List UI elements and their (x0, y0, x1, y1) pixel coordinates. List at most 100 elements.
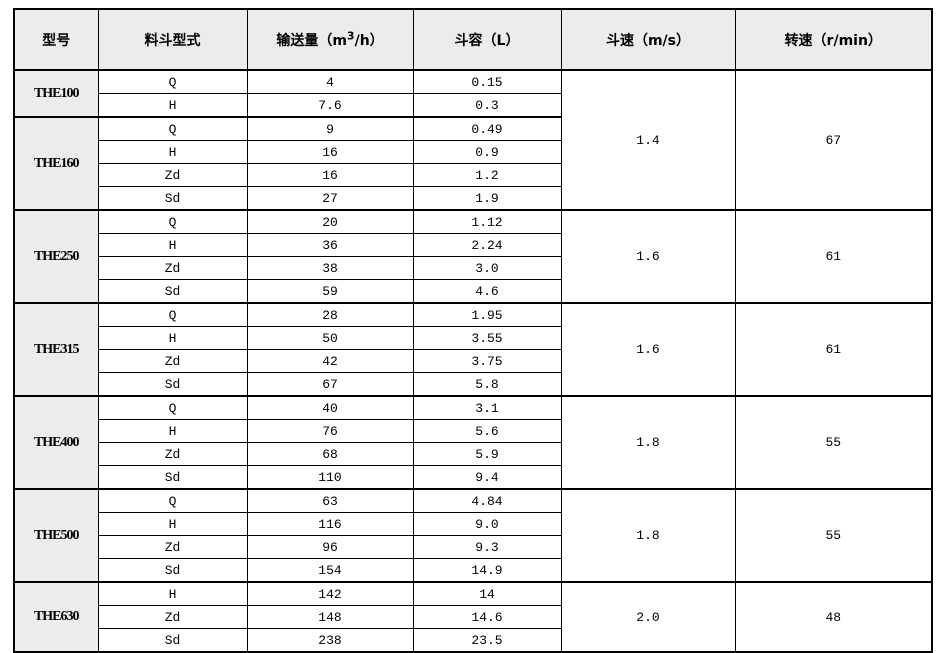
bucket-volume-cell: 4.6 (412, 279, 562, 304)
bucket-volume-cell: 0.9 (412, 140, 562, 164)
bucket-volume-cell: 1.12 (412, 209, 562, 234)
rotation-speed-cell: 61 (734, 209, 933, 304)
header-row: 型号 料斗型式 输送量（m3/h） 斗容（L） 斗速（m/s） 转速（r/min… (13, 8, 933, 71)
model-cell: THE400 (13, 395, 99, 490)
bucket-type-cell: Zd (97, 163, 248, 187)
bucket-type-cell: Q (97, 116, 248, 141)
table-row: H 16 0.9 (14, 140, 932, 164)
table-row: THE500 Q 63 4.84 1.8 55 (13, 488, 933, 583)
table-row: Sd 59 4.6 (14, 279, 932, 304)
bucket-type-cell: H (97, 93, 248, 118)
bucket-type-cell: Q (97, 209, 248, 234)
bucket-volume-cell: 3.55 (412, 326, 562, 350)
bucket-volume-cell: 5.9 (412, 442, 562, 466)
bucket-volume-cell: 14 (412, 581, 562, 606)
capacity-cell: 27 (246, 186, 414, 211)
table-row: Sd 238 23.5 (14, 628, 932, 653)
table-row: Zd 42 3.75 (14, 349, 932, 373)
bucket-volume-cell: 3.75 (412, 349, 562, 373)
rotation-speed-cell: 61 (734, 302, 933, 397)
bucket-volume-cell: 1.2 (412, 163, 562, 187)
capacity-cell: 16 (246, 163, 414, 187)
table-row: Sd 154 14.9 (14, 558, 932, 583)
capacity-cell: 7.6 (246, 93, 414, 118)
bucket-speed-cell: 1.8 (560, 488, 736, 583)
table-row: Zd 96 9.3 (14, 535, 932, 559)
rotation-speed-cell: 67 (734, 69, 933, 211)
bucket-volume-cell: 4.84 (412, 488, 562, 513)
bucket-type-cell: H (97, 512, 248, 536)
table-row: Zd 16 1.2 (14, 163, 932, 187)
header-model: 型号 (13, 8, 99, 71)
capacity-cell: 20 (246, 209, 414, 234)
bucket-type-cell: Zd (97, 442, 248, 466)
bucket-volume-cell: 14.6 (412, 605, 562, 629)
capacity-cell: 110 (246, 465, 414, 490)
spec-table-body: THE100 Q 4 0.15 1.4 67 H 7.6 0.3 THE160 Q 9 0.49 H 16 0… (13, 69, 933, 653)
table-row: THE100 Q 4 0.15 1.4 67 (13, 69, 933, 211)
bucket-type-cell: H (97, 581, 248, 606)
table-row: H 76 5.6 (14, 419, 932, 443)
bucket-type-cell: Sd (97, 372, 248, 397)
header-capacity-superscript: 3 (346, 28, 355, 42)
bucket-type-cell: Zd (97, 605, 248, 629)
bucket-type-cell: H (97, 326, 248, 350)
capacity-cell: 9 (246, 116, 414, 141)
capacity-cell: 67 (246, 372, 414, 397)
bucket-type-cell: Sd (97, 186, 248, 211)
capacity-cell: 63 (246, 488, 414, 513)
table-row: Zd 38 3.0 (14, 256, 932, 280)
bucket-speed-cell: 1.6 (560, 209, 736, 304)
header-rotation-speed: 转速（r/min） (734, 8, 933, 71)
capacity-cell: 68 (246, 442, 414, 466)
model-cell: THE100 (13, 69, 99, 118)
capacity-cell: 116 (246, 512, 414, 536)
table-row: THE315 Q 28 1.95 1.6 61 (13, 302, 933, 397)
bucket-speed-cell: 1.6 (560, 302, 736, 397)
header-capacity: 输送量（m3/h） (246, 8, 414, 71)
bucket-type-cell: Q (97, 69, 248, 94)
capacity-cell: 16 (246, 140, 414, 164)
capacity-cell: 142 (246, 581, 414, 606)
capacity-cell: 154 (246, 558, 414, 583)
spec-table-header: 型号 料斗型式 输送量（m3/h） 斗容（L） 斗速（m/s） 转速（r/min… (13, 8, 933, 71)
capacity-cell: 50 (246, 326, 414, 350)
bucket-type-cell: Zd (97, 535, 248, 559)
bucket-volume-cell: 3.1 (412, 395, 562, 420)
header-capacity-suffix: /h） (354, 32, 384, 49)
bucket-type-cell: Sd (97, 279, 248, 304)
bucket-volume-cell: 9.4 (412, 465, 562, 490)
spec-table: 型号 料斗型式 输送量（m3/h） 斗容（L） 斗速（m/s） 转速（r/min… (13, 8, 933, 653)
table-row: Zd 148 14.6 (14, 605, 932, 629)
table-row: Sd 67 5.8 (14, 372, 932, 397)
table-row: THE250 Q 20 1.12 1.6 61 (13, 209, 933, 304)
capacity-cell: 40 (246, 395, 414, 420)
bucket-volume-cell: 9.0 (412, 512, 562, 536)
spec-table-container: 型号 料斗型式 输送量（m3/h） 斗容（L） 斗速（m/s） 转速（r/min… (13, 8, 933, 653)
header-bucket-volume: 斗容（L） (412, 8, 562, 71)
bucket-volume-cell: 0.49 (412, 116, 562, 141)
capacity-cell: 4 (246, 69, 414, 94)
bucket-type-cell: Sd (97, 558, 248, 583)
capacity-cell: 59 (246, 279, 414, 304)
bucket-type-cell: H (97, 140, 248, 164)
table-row: Sd 27 1.9 (14, 186, 932, 211)
bucket-type-cell: Zd (97, 349, 248, 373)
bucket-speed-cell: 2.0 (560, 581, 736, 653)
capacity-cell: 28 (246, 302, 414, 327)
bucket-type-cell: Sd (97, 465, 248, 490)
bucket-type-cell: Zd (97, 256, 248, 280)
table-row: THE630 H 142 14 2.0 48 (13, 581, 933, 653)
table-row: H 7.6 0.3 (14, 93, 932, 118)
bucket-volume-cell: 5.8 (412, 372, 562, 397)
header-bucket-speed: 斗速（m/s） (560, 8, 736, 71)
table-row: Sd 110 9.4 (14, 465, 932, 490)
capacity-cell: 238 (246, 628, 414, 653)
bucket-type-cell: Q (97, 302, 248, 327)
bucket-volume-cell: 14.9 (412, 558, 562, 583)
bucket-type-cell: Sd (97, 628, 248, 653)
table-row: H 36 2.24 (14, 233, 932, 257)
model-cell: THE250 (13, 209, 99, 304)
bucket-type-cell: H (97, 419, 248, 443)
bucket-volume-cell: 3.0 (412, 256, 562, 280)
